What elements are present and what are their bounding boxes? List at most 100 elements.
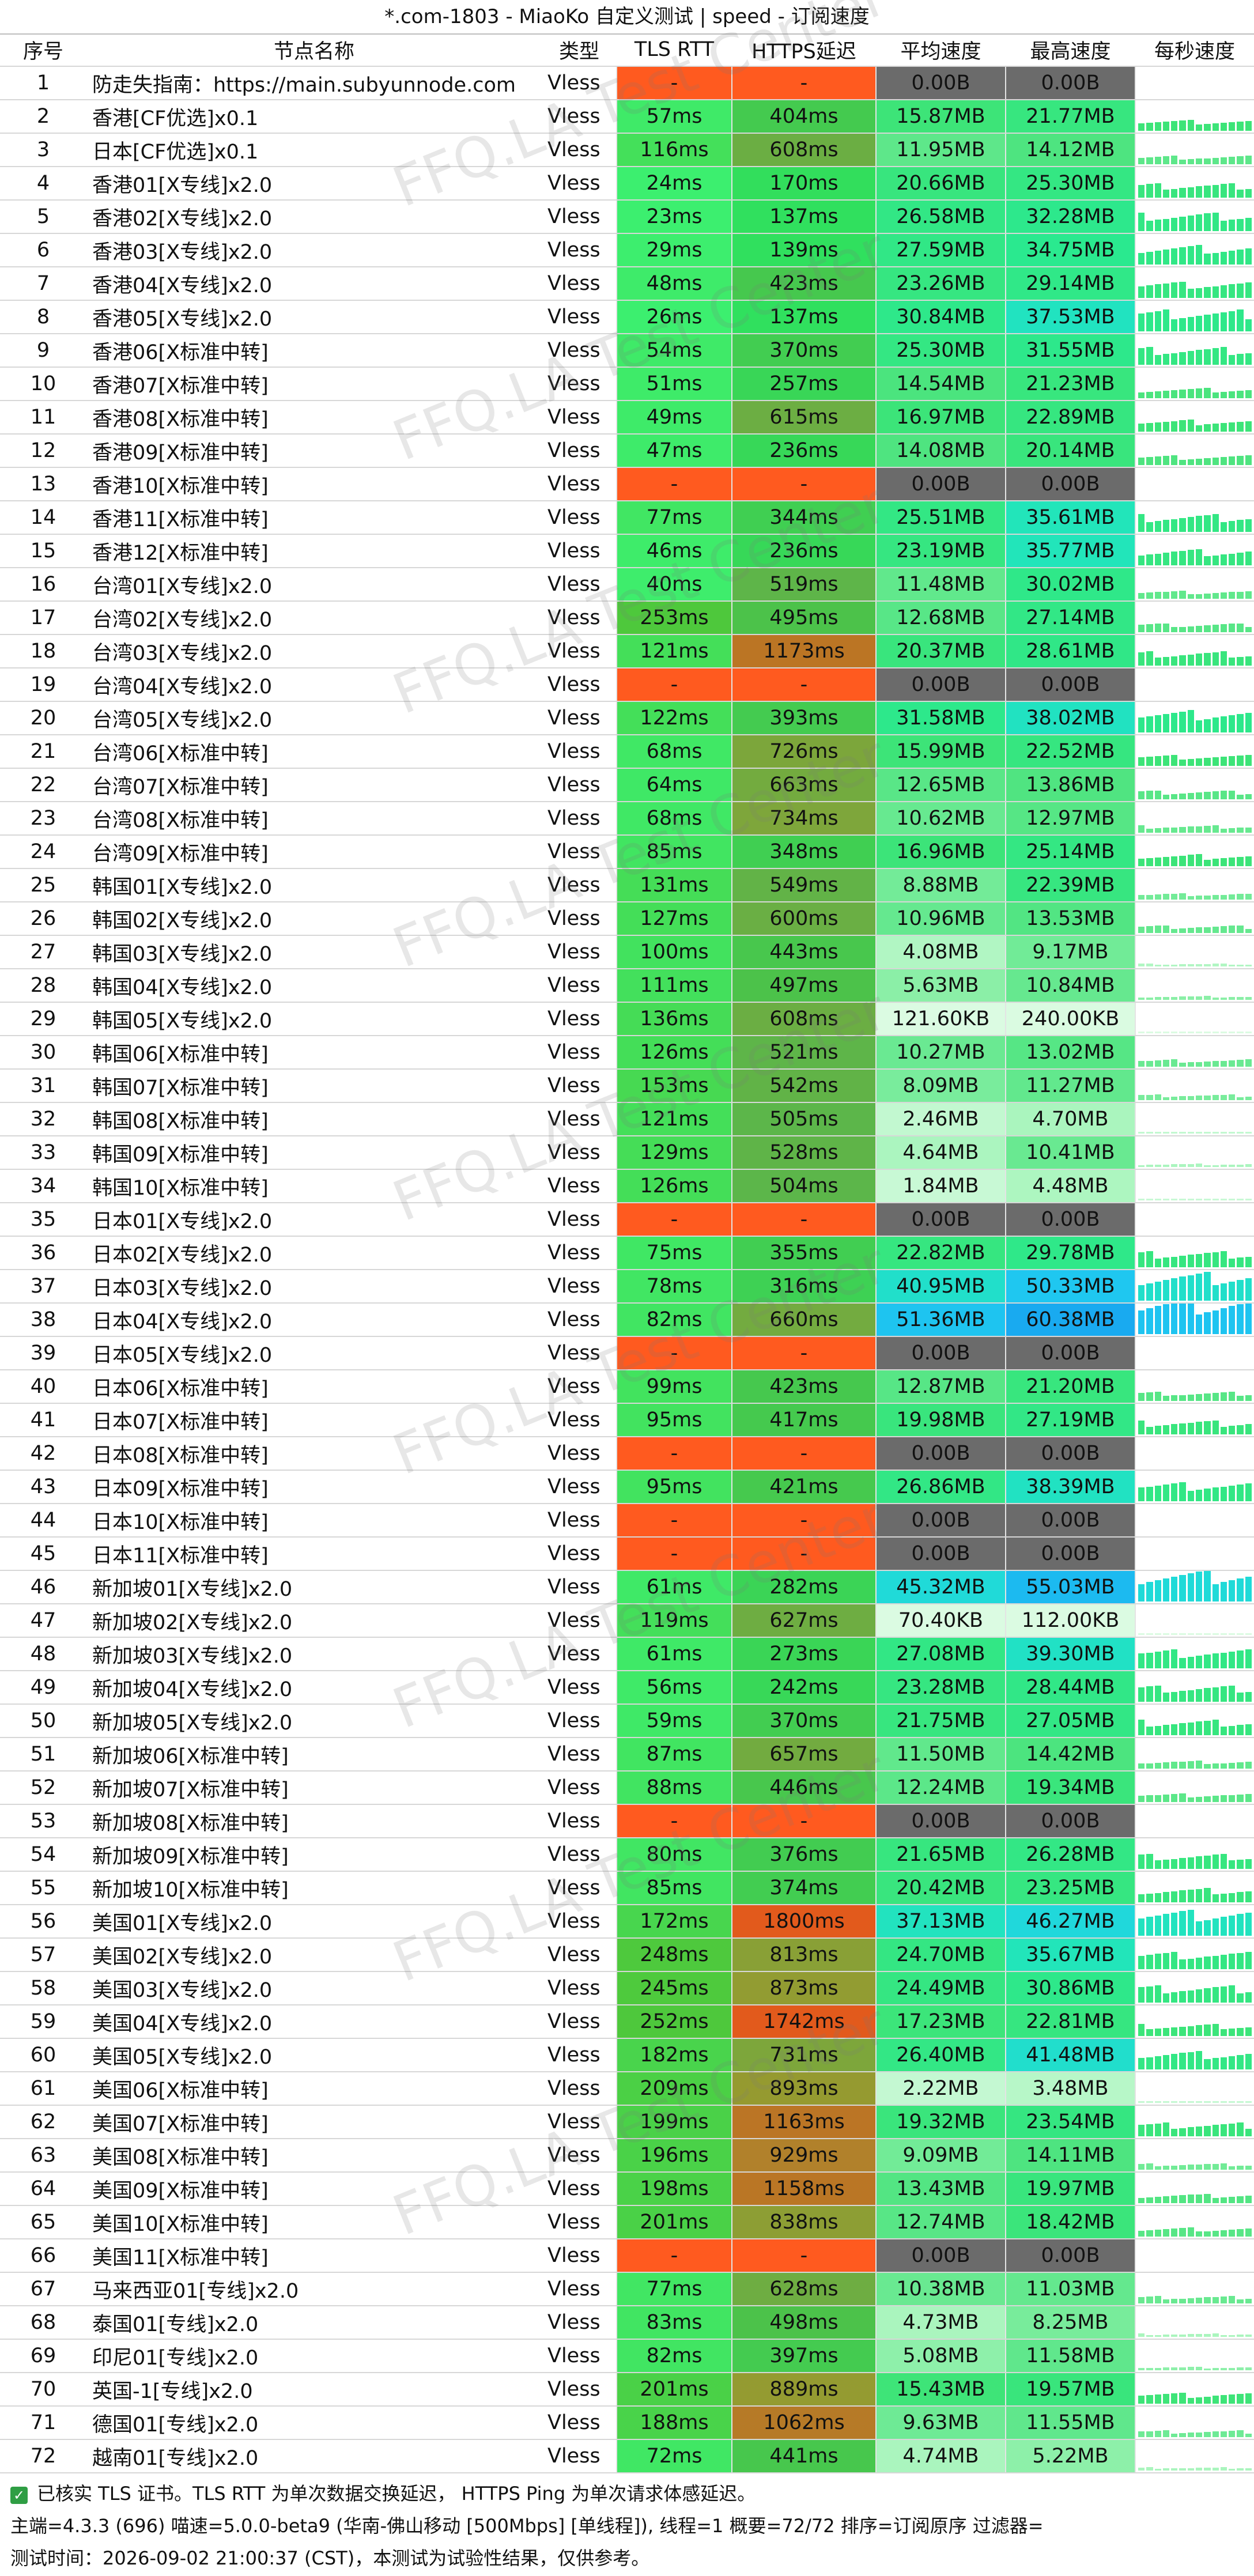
speed-bar (1229, 791, 1236, 799)
speed-bar (1154, 1795, 1161, 1802)
speed-bar (1229, 715, 1236, 732)
per-second-speed-sparkline (1135, 167, 1254, 201)
per-second-speed-sparkline (1135, 2105, 1254, 2139)
row-index: 20 (0, 701, 86, 735)
speed-bar (1229, 1060, 1236, 1067)
table-row: 57 美国02[X专线]x2.0 Vless 248ms 813ms 24.70MB 35.… (0, 1938, 1254, 1972)
speed-bar (1146, 184, 1153, 198)
speed-bar (1146, 757, 1153, 766)
node-name: 日本03[X专线]x2.0 (86, 1270, 542, 1304)
tls-rtt-cell: 85ms (616, 1871, 732, 1905)
node-name: 日本09[X标准中转] (86, 1470, 542, 1504)
node-type: Vless (542, 568, 617, 602)
speed-bar (1187, 2298, 1194, 2303)
speed-bar (1204, 927, 1211, 933)
https-latency-cell: 139ms (731, 233, 876, 267)
speed-bar (1179, 1256, 1186, 1267)
speed-bar (1245, 591, 1252, 599)
avg-speed-cell: 14.54MB (875, 367, 1006, 401)
tls-rtt-cell: 46ms (616, 534, 732, 568)
node-name: 新加坡10[X标准中转] (86, 1871, 542, 1905)
avg-speed-cell: 45.32MB (875, 1570, 1006, 1604)
speed-bar (1187, 550, 1194, 565)
speed-bar (1162, 965, 1170, 966)
speed-bar (1179, 1132, 1186, 1134)
speed-bar (1237, 1953, 1244, 1969)
speed-bar (1229, 183, 1236, 198)
row-index: 46 (0, 1570, 86, 1604)
max-speed-cell: 31.55MB (1005, 334, 1135, 368)
footer-test-time: 测试时间：2026-09-02 21:00:37 (CST)，本测试为试验性结果… (10, 2547, 650, 2569)
speed-bar (1195, 425, 1203, 432)
speed-bar (1237, 1199, 1244, 1200)
speed-bar (1179, 1199, 1186, 1200)
https-latency-cell: 657ms (731, 1738, 876, 1772)
speed-bar (1146, 221, 1153, 231)
speed-bar (1138, 185, 1145, 198)
tls-rtt-cell: 122ms (616, 701, 732, 735)
https-latency-cell: 137ms (731, 300, 876, 334)
node-type: Vless (542, 835, 617, 869)
speed-bar (1220, 123, 1227, 131)
node-type: Vless (542, 2172, 617, 2206)
speed-bar (1154, 1032, 1161, 1033)
row-index: 61 (0, 2072, 86, 2106)
speed-bar (1179, 1575, 1186, 1601)
speed-bar (1179, 2299, 1186, 2303)
speed-bar (1162, 391, 1170, 398)
speed-bar (1154, 2166, 1161, 2170)
per-second-speed-sparkline (1135, 2439, 1254, 2473)
speed-bar (1154, 456, 1161, 465)
speed-bar (1154, 1633, 1161, 1635)
speed-bar (1171, 282, 1178, 298)
speed-bar (1212, 2198, 1219, 2203)
speed-bar (1138, 1796, 1145, 1802)
speed-bar (1237, 456, 1244, 465)
max-speed-cell: 27.19MB (1005, 1403, 1135, 1437)
https-latency-cell: 929ms (731, 2139, 876, 2173)
per-second-speed-sparkline (1135, 2005, 1254, 2039)
speed-bar (1212, 158, 1219, 164)
tls-rtt-cell: 80ms (616, 1838, 732, 1872)
header-tls-rtt: TLS RTT (617, 33, 732, 67)
speed-bar (1229, 1426, 1236, 1434)
speed-bar (1195, 2126, 1203, 2136)
speed-bar (1204, 2397, 1211, 2404)
speed-bar (1187, 1723, 1194, 1735)
speed-bar (1154, 997, 1161, 1000)
avg-speed-cell: 21.65MB (875, 1838, 1006, 1872)
row-index: 37 (0, 1270, 86, 1304)
per-second-speed-sparkline (1135, 1838, 1254, 1872)
speed-bar (1195, 1689, 1203, 1702)
speed-bar (1245, 1257, 1252, 1267)
speed-bar (1245, 2299, 1252, 2303)
https-latency-cell: 344ms (731, 501, 876, 535)
node-type: Vless (542, 2439, 617, 2473)
speed-bar (1171, 1692, 1178, 1702)
speed-bar (1195, 1315, 1203, 1334)
speed-bar (1229, 1763, 1236, 1769)
speed-bar (1179, 893, 1186, 900)
max-speed-cell: 22.81MB (1005, 2005, 1135, 2039)
speed-bar (1146, 2197, 1153, 2203)
table-row: 36 日本02[X专线]x2.0 Vless 75ms 355ms 22.82MB 29.7… (0, 1236, 1254, 1270)
speed-bar (1179, 318, 1186, 331)
speed-bar (1229, 1094, 1236, 1100)
speed-bar (1220, 554, 1227, 565)
speed-bar (1171, 519, 1178, 532)
node-name: 台湾07[X标准中转] (86, 768, 542, 802)
per-second-speed-sparkline (1135, 2373, 1254, 2407)
speed-bar (1146, 1061, 1153, 1067)
speed-bar (1187, 2165, 1194, 2170)
speed-bar (1154, 1165, 1161, 1167)
speed-bar (1146, 554, 1153, 565)
max-speed-cell: 19.34MB (1005, 1771, 1135, 1805)
speed-bar (1212, 1032, 1219, 1033)
node-type: Vless (542, 1303, 617, 1337)
table-row: 54 新加坡09[X标准中转] Vless 80ms 376ms 21.65MB 26.28… (0, 1838, 1254, 1872)
node-type: Vless (542, 2005, 617, 2039)
speed-bar (1171, 2196, 1178, 2203)
node-type: Vless (542, 601, 617, 635)
node-name: 香港05[X专线]x2.0 (86, 300, 542, 334)
max-speed-cell: 20.14MB (1005, 434, 1135, 468)
